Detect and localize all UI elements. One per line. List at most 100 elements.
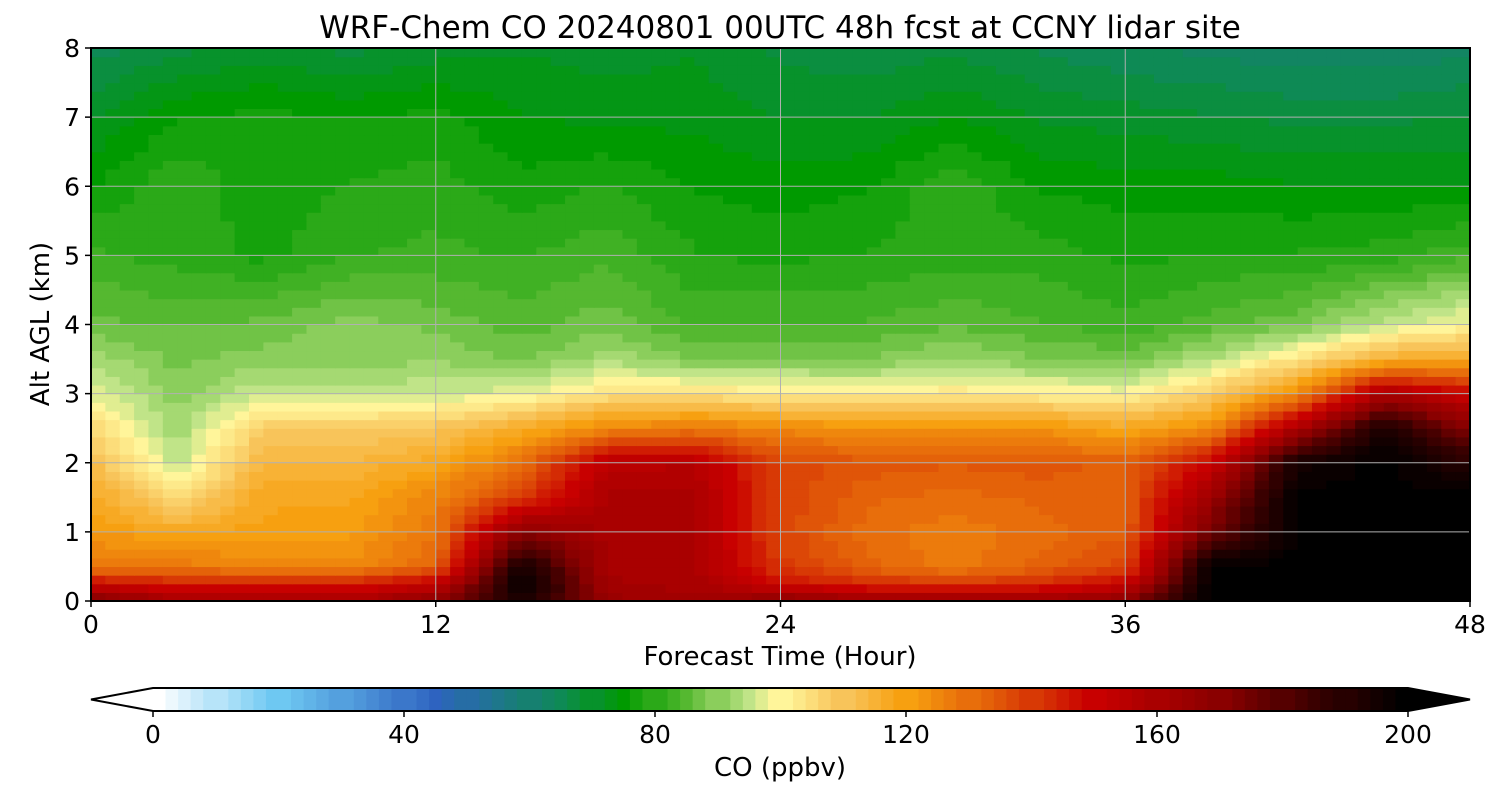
heatmap-cell: [1197, 324, 1213, 334]
heatmap-cell: [651, 514, 667, 524]
heatmap-cell: [1426, 549, 1442, 559]
heatmap-cell: [952, 531, 968, 542]
heatmap-cell: [938, 333, 954, 343]
heatmap-cell: [1355, 212, 1371, 222]
heatmap-cell: [277, 212, 293, 222]
heatmap-cell: [751, 186, 767, 196]
heatmap-cell: [234, 272, 250, 282]
heatmap-cell: [794, 341, 810, 352]
heatmap-cell: [866, 445, 882, 455]
heatmap-cell: [1254, 220, 1270, 231]
heatmap-cell: [1039, 471, 1055, 481]
heatmap-cell: [407, 445, 422, 455]
heatmap-cell: [134, 298, 150, 308]
heatmap-cell: [421, 238, 437, 248]
heatmap-cell: [91, 531, 106, 542]
heatmap-cell: [1283, 436, 1299, 447]
heatmap-cell: [119, 255, 135, 265]
heatmap-cell: [191, 341, 207, 352]
heatmap-cell: [1254, 238, 1270, 248]
heatmap-cell: [1197, 488, 1213, 498]
heatmap-cell: [852, 246, 868, 256]
heatmap-cell: [1110, 238, 1126, 248]
heatmap-cell: [507, 341, 523, 352]
heatmap-cell: [967, 428, 983, 438]
heatmap-cell: [478, 186, 494, 196]
heatmap-cell: [1096, 298, 1112, 308]
heatmap-cell: [1283, 168, 1299, 179]
heatmap-cell: [751, 341, 767, 352]
heatmap-cell: [320, 549, 336, 559]
heatmap-cell: [349, 454, 365, 464]
heatmap-cell: [205, 367, 221, 377]
heatmap-cell: [1110, 540, 1126, 550]
heatmap-cell: [1326, 264, 1342, 274]
heatmap-cell: [91, 376, 106, 386]
heatmap-cell: [622, 497, 638, 507]
heatmap-cell: [148, 359, 164, 369]
heatmap-cell: [1024, 480, 1040, 490]
heatmap-cell: [1182, 531, 1198, 542]
heatmap-cell: [493, 238, 509, 248]
heatmap-cell: [995, 523, 1011, 533]
heatmap-cell: [292, 194, 308, 205]
heatmap-cell: [493, 333, 509, 343]
heatmap-cell: [938, 436, 954, 447]
heatmap-cell: [234, 359, 250, 369]
heatmap-cell: [852, 177, 868, 187]
heatmap-cell: [1153, 523, 1169, 533]
heatmap-cell: [809, 436, 825, 447]
heatmap-cell: [363, 315, 379, 326]
heatmap-cell: [521, 471, 537, 481]
heatmap-cell: [1412, 229, 1428, 239]
heatmap-cell: [665, 557, 681, 568]
heatmap-cell: [938, 540, 954, 550]
heatmap-cell: [895, 566, 911, 576]
heatmap-cell: [1441, 531, 1457, 542]
heatmap-cell: [995, 238, 1011, 248]
heatmap-cell: [1096, 393, 1112, 403]
heatmap-cell: [91, 238, 106, 248]
heatmap-cell: [1153, 583, 1169, 593]
heatmap-cell: [1383, 281, 1399, 291]
heatmap-cell: [335, 333, 351, 343]
heatmap-cell: [521, 333, 537, 343]
heatmap-cell: [723, 454, 738, 464]
heatmap-cell: [636, 445, 652, 455]
heatmap-cell: [335, 523, 351, 533]
heatmap-cell: [292, 255, 308, 265]
heatmap-cell: [1441, 540, 1457, 550]
heatmap-cell: [952, 246, 968, 256]
heatmap-cell: [292, 341, 308, 352]
heatmap-cell: [1326, 203, 1342, 213]
heatmap-cell: [751, 229, 767, 239]
heatmap-cell: [565, 212, 580, 222]
heatmap-cell: [1311, 333, 1327, 343]
heatmap-cell: [478, 315, 494, 326]
heatmap-cell: [521, 289, 537, 300]
heatmap-cell: [938, 454, 954, 464]
heatmap-cell: [1139, 212, 1155, 222]
heatmap-cell: [665, 272, 681, 282]
heatmap-cell: [320, 454, 336, 464]
heatmap-cell: [723, 436, 738, 447]
heatmap-cell: [1268, 393, 1284, 403]
heatmap-cell: [105, 255, 121, 265]
heatmap-cell: [651, 350, 667, 360]
heatmap-cell: [737, 497, 753, 507]
heatmap-cell: [1197, 514, 1213, 524]
heatmap-cell: [1182, 557, 1198, 568]
heatmap-cell: [335, 410, 351, 421]
heatmap-cell: [263, 549, 279, 559]
heatmap-cell: [249, 488, 264, 498]
heatmap-cell: [809, 497, 825, 507]
heatmap-cell: [478, 160, 494, 170]
heatmap-cell: [292, 454, 308, 464]
heatmap-cell: [249, 575, 264, 585]
heatmap-cell: [579, 514, 595, 524]
heatmap-cell: [205, 566, 221, 576]
heatmap-cell: [392, 549, 408, 559]
heatmap-cell: [1283, 514, 1299, 524]
heatmap-cell: [191, 575, 207, 585]
heatmap-cell: [1455, 583, 1471, 593]
